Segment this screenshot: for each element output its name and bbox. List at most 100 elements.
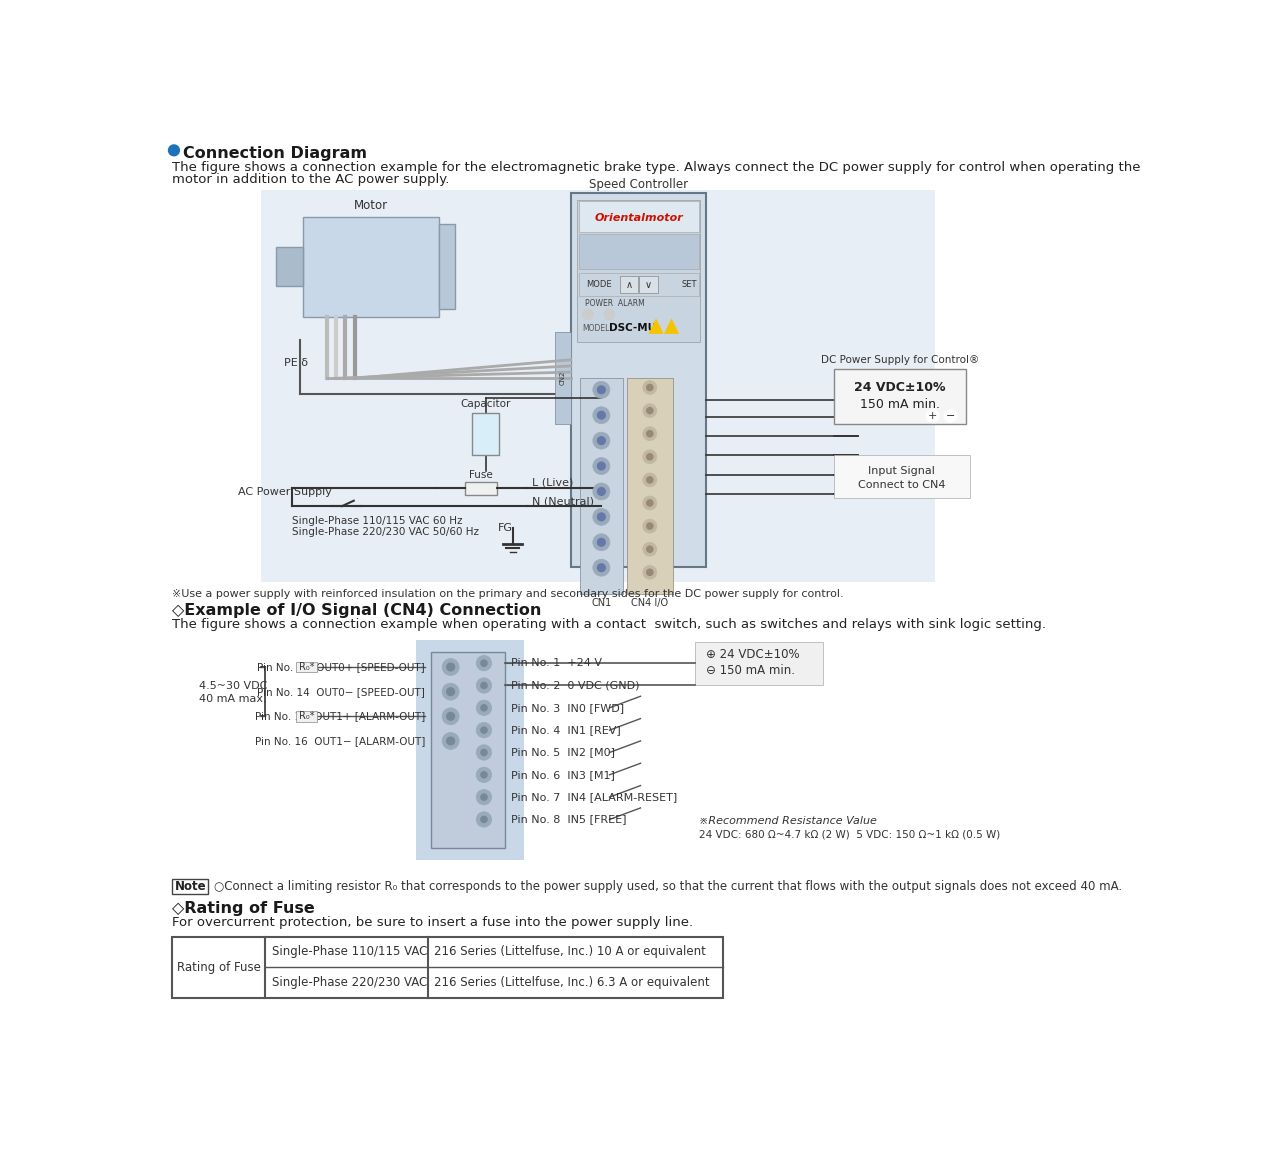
Text: Connection Diagram: Connection Diagram bbox=[183, 145, 367, 160]
Bar bbox=[303, 216, 439, 316]
Circle shape bbox=[593, 483, 609, 500]
Circle shape bbox=[598, 437, 605, 444]
Text: 24 VDC±10%: 24 VDC±10% bbox=[854, 381, 946, 394]
Text: The figure shows a connection example for the electromagnetic brake type. Always: The figure shows a connection example fo… bbox=[173, 160, 1140, 173]
Text: 40 mA max.: 40 mA max. bbox=[198, 694, 266, 705]
Text: L (Live): L (Live) bbox=[532, 477, 573, 487]
Text: 150 mA min.: 150 mA min. bbox=[860, 398, 940, 411]
Circle shape bbox=[593, 433, 609, 449]
Text: ◇Example of I/O Signal (CN4) Connection: ◇Example of I/O Signal (CN4) Connection bbox=[173, 604, 541, 619]
Circle shape bbox=[643, 519, 657, 533]
Text: Speed Controller: Speed Controller bbox=[589, 178, 689, 191]
Circle shape bbox=[447, 713, 454, 720]
Text: Pin No. 4  IN1 [REV]: Pin No. 4 IN1 [REV] bbox=[511, 726, 621, 735]
Bar bbox=[261, 190, 934, 583]
Circle shape bbox=[598, 386, 605, 393]
Text: DSC-MU: DSC-MU bbox=[609, 323, 657, 334]
Text: ⊕ 24 VDC±10%: ⊕ 24 VDC±10% bbox=[707, 648, 800, 662]
Text: 216 Series (Littelfuse, Inc.) 6.3 A or equivalent: 216 Series (Littelfuse, Inc.) 6.3 A or e… bbox=[434, 976, 710, 990]
Bar bbox=[296, 662, 317, 672]
Text: Input Signal: Input Signal bbox=[868, 465, 936, 476]
Bar bbox=[580, 378, 622, 594]
Circle shape bbox=[442, 683, 460, 700]
Text: Note: Note bbox=[174, 880, 206, 893]
Text: Single-Phase 110/115 VAC: Single-Phase 110/115 VAC bbox=[271, 946, 428, 958]
Circle shape bbox=[169, 145, 179, 156]
Text: Pin No. 7  IN4 [ALARM-RESET]: Pin No. 7 IN4 [ALARM-RESET] bbox=[511, 792, 677, 802]
Text: 24 VDC: 680 Ω~4.7 kΩ (2 W)  5 VDC: 150 Ω~1 kΩ (0.5 W): 24 VDC: 680 Ω~4.7 kΩ (2 W) 5 VDC: 150 Ω~… bbox=[699, 830, 1000, 840]
Circle shape bbox=[643, 565, 657, 579]
Circle shape bbox=[481, 749, 488, 756]
Circle shape bbox=[481, 661, 488, 666]
Circle shape bbox=[476, 722, 492, 737]
Circle shape bbox=[593, 457, 609, 475]
Circle shape bbox=[927, 409, 938, 422]
Text: Fuse: Fuse bbox=[468, 470, 493, 479]
Text: CN1: CN1 bbox=[591, 598, 612, 608]
Bar bbox=[465, 483, 497, 494]
Circle shape bbox=[598, 412, 605, 419]
Circle shape bbox=[481, 705, 488, 711]
Text: POWER  ALARM: POWER ALARM bbox=[585, 299, 644, 308]
Text: Pin No. 1  +24 V: Pin No. 1 +24 V bbox=[511, 658, 602, 669]
Bar bbox=[835, 455, 970, 498]
Circle shape bbox=[442, 658, 460, 676]
Circle shape bbox=[643, 404, 657, 418]
Bar bbox=[639, 276, 658, 293]
Text: PE δ: PE δ bbox=[284, 358, 308, 368]
Circle shape bbox=[643, 427, 657, 441]
Circle shape bbox=[643, 380, 657, 394]
Circle shape bbox=[476, 678, 492, 693]
Circle shape bbox=[593, 407, 609, 423]
Circle shape bbox=[476, 700, 492, 715]
Circle shape bbox=[593, 381, 609, 398]
Text: ∨: ∨ bbox=[645, 280, 652, 290]
Text: Capacitor: Capacitor bbox=[461, 399, 511, 408]
Circle shape bbox=[643, 450, 657, 464]
Text: Pin No. 14  OUT0− [SPEED-OUT]: Pin No. 14 OUT0− [SPEED-OUT] bbox=[257, 686, 425, 697]
Polygon shape bbox=[649, 319, 663, 334]
Bar bbox=[296, 711, 317, 722]
Circle shape bbox=[593, 508, 609, 526]
Circle shape bbox=[447, 687, 454, 695]
Text: CN2: CN2 bbox=[561, 371, 566, 385]
Circle shape bbox=[646, 547, 653, 552]
Text: Pin No. 8  IN5 [FREE]: Pin No. 8 IN5 [FREE] bbox=[511, 814, 627, 825]
Bar bbox=[571, 193, 707, 566]
Circle shape bbox=[646, 430, 653, 437]
Text: +: + bbox=[928, 411, 937, 421]
Circle shape bbox=[447, 737, 454, 744]
Text: FG: FG bbox=[498, 523, 513, 534]
Circle shape bbox=[481, 727, 488, 733]
Text: R₀*: R₀* bbox=[300, 712, 315, 721]
Bar bbox=[579, 273, 699, 295]
Text: SET: SET bbox=[681, 280, 698, 288]
Bar bbox=[173, 936, 723, 998]
Text: Single-Phase 220/230 VAC: Single-Phase 220/230 VAC bbox=[271, 976, 426, 990]
Circle shape bbox=[646, 454, 653, 459]
Circle shape bbox=[643, 542, 657, 556]
Circle shape bbox=[646, 500, 653, 506]
Circle shape bbox=[945, 409, 956, 422]
Bar bbox=[620, 276, 639, 293]
Text: Pin No. 2  0 VDC (GND): Pin No. 2 0 VDC (GND) bbox=[511, 680, 640, 691]
Circle shape bbox=[481, 683, 488, 688]
Text: Connect to CN4: Connect to CN4 bbox=[858, 479, 946, 490]
Text: motor in addition to the AC power supply.: motor in addition to the AC power supply… bbox=[173, 173, 449, 186]
Circle shape bbox=[646, 569, 653, 576]
Text: MODEL: MODEL bbox=[582, 323, 609, 333]
Text: DC Power Supply for Control®: DC Power Supply for Control® bbox=[820, 355, 979, 365]
Circle shape bbox=[646, 385, 653, 391]
Text: ⊖ 150 mA min.: ⊖ 150 mA min. bbox=[707, 664, 795, 677]
Circle shape bbox=[481, 772, 488, 778]
Circle shape bbox=[582, 309, 593, 320]
Circle shape bbox=[598, 462, 605, 470]
Text: −: − bbox=[946, 411, 955, 421]
Circle shape bbox=[442, 733, 460, 749]
Circle shape bbox=[593, 559, 609, 576]
Circle shape bbox=[447, 663, 454, 671]
Bar bbox=[556, 333, 571, 424]
Bar bbox=[695, 642, 823, 685]
Circle shape bbox=[643, 497, 657, 509]
Circle shape bbox=[598, 487, 605, 495]
